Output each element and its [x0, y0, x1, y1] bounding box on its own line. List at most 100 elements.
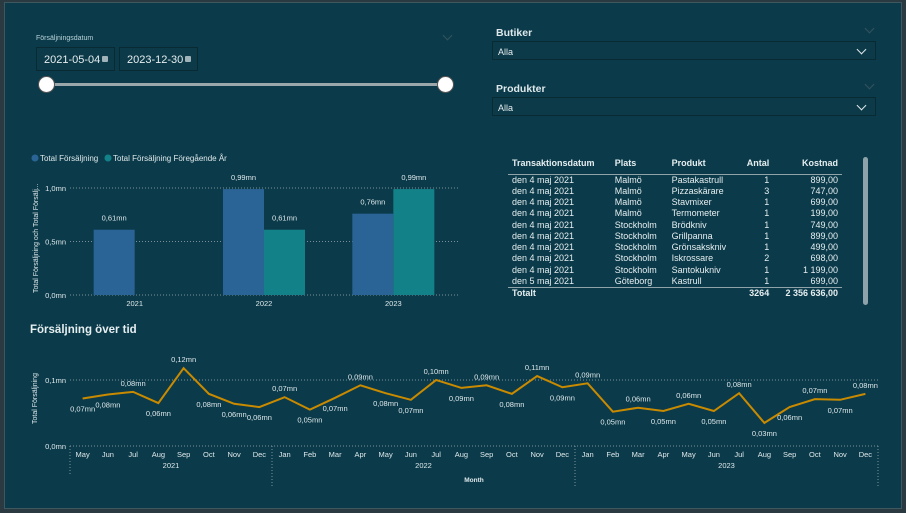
column-header-4[interactable]: Kostnad: [802, 158, 838, 168]
table-cell: Pizzaskärare: [671, 185, 724, 196]
line-data-label: 0,08mn: [95, 401, 120, 410]
month-label: Oct: [203, 450, 216, 459]
column-header-0[interactable]: Transaktionsdatum: [512, 158, 595, 168]
table-cell: 199,00: [810, 208, 838, 219]
bar-data-label: 0,76mn: [360, 198, 385, 207]
month-label: Jun: [102, 450, 114, 459]
table-cell: Malmö: [614, 174, 642, 185]
bar-sales-2022[interactable]: [223, 189, 264, 295]
line-data-label: 0,08mn: [373, 399, 398, 408]
month-label: Dec: [859, 450, 873, 459]
store-selected-value: Alla: [498, 47, 514, 57]
chevron-down-icon: [856, 44, 867, 55]
table-cell: Malmö: [614, 196, 642, 207]
product-selected-value: Alla: [498, 103, 514, 113]
line-x-axis-label: Month: [464, 477, 484, 484]
start-date-input[interactable]: 2021-05-04: [36, 47, 115, 71]
legend-marker-sales: [31, 154, 39, 162]
table-row[interactable]: den 4 maj 2021 Malmö Stavmixer 1 699,00: [508, 197, 842, 208]
chevron-down-icon: [856, 100, 867, 111]
table-cell: den 4 maj 2021: [512, 264, 575, 275]
table-row[interactable]: den 5 maj 2021 Göteborg Kastrull 1 699,00: [508, 276, 842, 288]
month-label: Mar: [632, 450, 645, 459]
table-cell: Brödkniv: [671, 219, 707, 230]
table-scrollbar[interactable]: [863, 157, 868, 305]
legend-sales[interactable]: Total Försäljning: [40, 154, 98, 163]
date-range-track[interactable]: [46, 83, 446, 86]
table-row[interactable]: den 4 maj 2021 Stockholm Grillpanna 1 899,00: [508, 231, 842, 242]
table-row[interactable]: den 4 maj 2021 Stockholm Brödkniv 1 749,00: [508, 219, 842, 230]
table-row[interactable]: den 4 maj 2021 Malmö Pizzaskärare 3 747,00: [508, 186, 842, 197]
y-tick-label: 0,1mn: [45, 376, 66, 385]
year-label: 2023: [718, 461, 735, 470]
month-label: May: [76, 450, 90, 459]
table-cell: Malmö: [614, 185, 642, 196]
table-cell: den 5 maj 2021: [512, 275, 575, 286]
month-label: Sep: [177, 450, 190, 459]
table-cell: 1: [764, 275, 770, 286]
month-label: Aug: [758, 450, 771, 459]
table-row[interactable]: den 4 maj 2021 Stockholm Grönsakskniv 1 499,…: [508, 242, 842, 253]
bar-prev-year-2022[interactable]: [264, 229, 305, 295]
end-date-input[interactable]: 2023-12-30: [119, 47, 198, 71]
table-cell: Pastakastrull: [671, 174, 724, 185]
line-data-label: 0,05mn: [701, 417, 726, 426]
month-label: Jul: [734, 450, 744, 459]
table-cell: Iskrossare: [671, 253, 714, 264]
table-row[interactable]: den 4 maj 2021 Stockholm Santokukniv 1 1 199…: [508, 265, 842, 276]
table-cell: 1: [764, 242, 770, 253]
table-cell: 3: [764, 185, 770, 196]
line-data-label: 0,10mn: [424, 367, 449, 376]
transactions-table: Transaktionsdatum Plats Produkt Antal Kostna…: [508, 158, 848, 299]
month-label: Jan: [279, 450, 291, 459]
y-tick-label: 0,0mn: [45, 291, 66, 300]
bar-chart: Total Försäljning Total Försäljning Före…: [31, 154, 458, 308]
month-label: Feb: [303, 450, 316, 459]
line-data-label: 0,08mn: [121, 379, 146, 388]
month-label: Jun: [405, 450, 417, 459]
column-header-2[interactable]: Produkt: [671, 158, 706, 168]
line-data-label: 0,05mn: [297, 416, 322, 425]
column-header-1[interactable]: Plats: [614, 158, 637, 168]
table-cell: Kastrull: [671, 275, 702, 286]
month-label: Aug: [455, 450, 468, 459]
year-label: 2022: [415, 461, 432, 470]
table-cell: den 4 maj 2021: [512, 196, 575, 207]
line-data-label: 0,06mn: [626, 395, 651, 404]
column-header-3[interactable]: Antal: [746, 158, 770, 168]
bar-sales-2023[interactable]: [352, 213, 394, 295]
bar-sales-2021[interactable]: [93, 229, 135, 295]
table-row[interactable]: den 4 maj 2021 Malmö Termometer 1 199,00: [508, 208, 842, 219]
table-cell: den 4 maj 2021: [512, 219, 575, 230]
line-data-label: 0,11mn: [525, 363, 549, 372]
calendar-icon[interactable]: [185, 56, 191, 62]
range-start-handle[interactable]: [38, 76, 55, 93]
month-label: Oct: [809, 450, 822, 459]
month-label: Nov: [530, 450, 544, 459]
sales-line[interactable]: [82, 366, 866, 425]
line-chart-title: Försäljning över tid: [30, 324, 137, 336]
month-label: Apr: [355, 450, 367, 459]
line-data-label: 0,06mn: [146, 409, 171, 418]
calendar-icon[interactable]: [102, 56, 108, 62]
table-cell: 698,00: [810, 253, 838, 264]
table-cell: Grönsakskniv: [671, 242, 727, 253]
legend-prev-year[interactable]: Total Försäljning Föregående År: [113, 154, 227, 163]
table-cell: 699,00: [810, 275, 838, 286]
store-dropdown[interactable]: Alla: [492, 41, 876, 60]
range-end-handle[interactable]: [437, 76, 454, 93]
y-tick-label: 0,0mn: [45, 442, 66, 451]
table-row[interactable]: den 4 maj 2021 Stockholm Iskrossare 2 698,00: [508, 253, 842, 264]
table-cell: Malmö: [614, 208, 642, 219]
table-row[interactable]: den 4 maj 2021 Malmö Pastakastrull 1 899,00: [508, 174, 842, 186]
table-cell: 1: [764, 230, 770, 241]
line-data-label: 0,08mn: [853, 381, 878, 390]
bar-prev-year-2023[interactable]: [393, 189, 435, 295]
total-antal: 3264: [749, 287, 770, 298]
y-tick-label: 1,0mn: [45, 184, 66, 193]
table-total-row: Totalt 3264 2 356 636,00: [508, 287, 842, 299]
month-label: Jul: [431, 450, 441, 459]
month-label: Jan: [582, 450, 594, 459]
line-data-label: 0,09mn: [550, 393, 575, 402]
product-dropdown[interactable]: Alla: [492, 97, 876, 116]
